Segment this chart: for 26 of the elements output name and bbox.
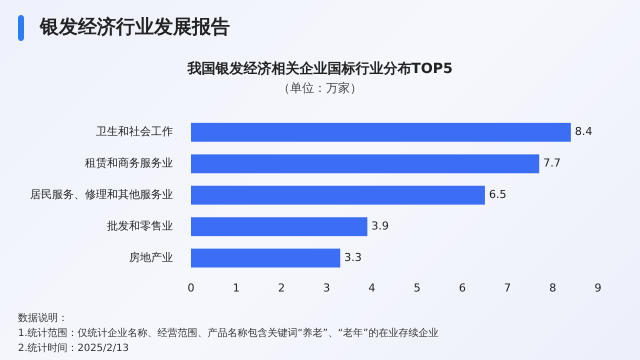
x-tick-label: 6 bbox=[458, 281, 466, 294]
x-tick-label: 7 bbox=[504, 281, 512, 294]
y-tick-label: 租赁和商务服务业 bbox=[85, 156, 173, 170]
chart-title: 我国银发经济相关企业国标行业分布TOP5 bbox=[186, 60, 454, 78]
y-tick-label: 卫生和社会工作 bbox=[96, 125, 173, 138]
x-tick-label: 8 bbox=[549, 281, 556, 294]
data-label: 8.4 bbox=[574, 125, 592, 138]
data-label: 6.5 bbox=[488, 188, 506, 202]
data-label: 7.7 bbox=[543, 156, 561, 170]
x-tick-label: 3 bbox=[323, 281, 330, 294]
text: 2.统计时间：2025/2/13 bbox=[18, 342, 130, 356]
data-label: 3.3 bbox=[344, 250, 362, 264]
y-tick-label: 房地产业 bbox=[129, 250, 173, 264]
y-tick-label: 批发和零售业 bbox=[107, 220, 173, 232]
x-tick-label: 5 bbox=[414, 281, 421, 294]
text: 数据说明： bbox=[18, 312, 69, 326]
text: 1.统计范围：仅统计企业名称、经营范围、产品名称包含关键词“养老”、“老年”的在业存续企业 bbox=[18, 326, 438, 341]
x-tick-label: 1 bbox=[232, 281, 240, 294]
x-tick-label: 4 bbox=[368, 281, 376, 294]
x-tick-label: 0 bbox=[188, 281, 194, 294]
text: 银发经济行业发展报告 bbox=[40, 15, 230, 40]
data-label: 3.9 bbox=[371, 220, 389, 232]
x-tick-label: 9 bbox=[594, 281, 602, 294]
x-tick-label: 2 bbox=[278, 281, 285, 294]
chart-subtitle: （单位：万家） bbox=[277, 80, 363, 97]
y-tick-label: 居民服务、修理和其他服务业 bbox=[30, 188, 173, 202]
